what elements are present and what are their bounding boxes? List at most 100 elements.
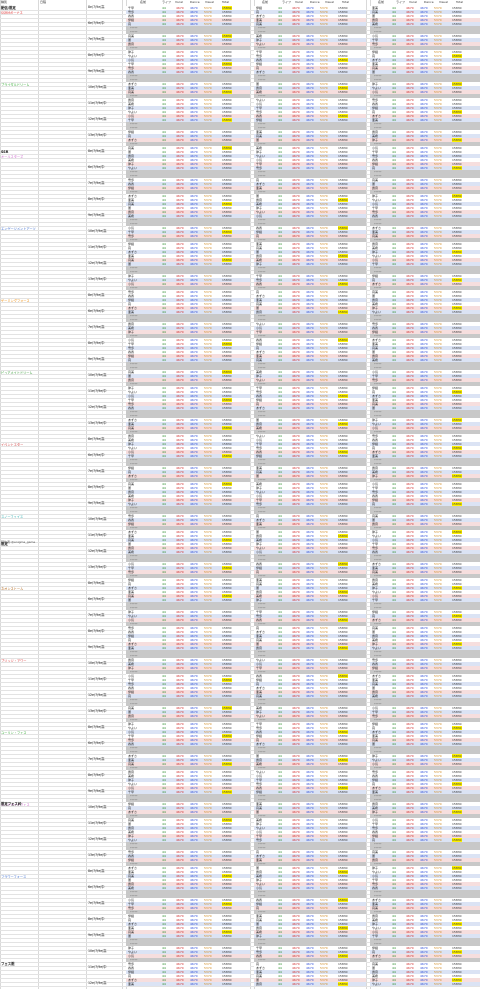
table-row: 小鳥 44 4670 4670 5370 15830 bbox=[370, 90, 480, 94]
schedule-slot: 11e/7/9e/中 bbox=[88, 101, 106, 105]
table-row: 響 44 4670 4670 5370 15830 bbox=[370, 14, 480, 18]
table-cell: 44 bbox=[162, 42, 166, 46]
table-cell: 15830 bbox=[222, 58, 232, 62]
table-cell: 雪歩 bbox=[256, 54, 262, 58]
column-header: 種別 bbox=[1, 1, 7, 4]
schedule-slot: 8e/7/9e/中 bbox=[88, 917, 104, 921]
empty-slot-marker: ***** bbox=[374, 26, 382, 30]
table-row: 貴音 44 4670 4670 5370 15830 bbox=[126, 98, 250, 102]
table-cell: 4670 bbox=[420, 38, 428, 42]
table-row: ***** bbox=[126, 94, 250, 98]
schedule-slot: 11e/7/9e/中 bbox=[88, 533, 106, 537]
table-row: 響 44 4670 4670 5370 15830 bbox=[126, 38, 250, 42]
table-cell: 4670 bbox=[406, 54, 414, 58]
schedule-slot: 11e/7/9e/中 bbox=[88, 389, 106, 393]
table-cell: 44 bbox=[392, 6, 396, 10]
table-row: ***** bbox=[254, 26, 366, 30]
column-header: Vocal bbox=[409, 1, 417, 4]
table-cell: 4670 bbox=[176, 62, 184, 66]
table-cell: 4670 bbox=[306, 58, 314, 62]
table-cell: 5370 bbox=[320, 70, 328, 74]
table-cell: 4670 bbox=[176, 86, 184, 90]
table-row: 雪歩 44 4670 4670 5370 15830 bbox=[370, 98, 480, 102]
column-header: 名前 bbox=[262, 1, 268, 4]
table-cell: 4670 bbox=[190, 50, 198, 54]
empty-slot-marker: ***** bbox=[258, 94, 266, 98]
column-header: Dance bbox=[190, 1, 200, 4]
table-cell: 4670 bbox=[176, 54, 184, 58]
table-cell: 亜美 bbox=[372, 6, 378, 10]
column-header: Vocal bbox=[295, 1, 303, 4]
table-cell: 44 bbox=[162, 98, 166, 102]
table-row: ***** bbox=[254, 30, 366, 34]
table-cell: やよい bbox=[256, 98, 265, 102]
table-row: 千早 44 4670 4670 5370 15830 bbox=[126, 6, 250, 10]
table-cell: 響 bbox=[372, 70, 375, 74]
table-cell: 15830 bbox=[452, 86, 462, 90]
table-cell: 貴音 bbox=[128, 98, 134, 102]
table-cell: 4670 bbox=[292, 86, 300, 90]
schedule-slot: 7e/7/9e/高 bbox=[88, 469, 104, 473]
table-cell: 5370 bbox=[320, 6, 328, 10]
table-cell: 15830 bbox=[338, 98, 348, 102]
table-row: ***** bbox=[370, 46, 480, 50]
schedule-slot: 12e/7/9e/高 bbox=[88, 981, 106, 985]
table-cell: 44 bbox=[278, 14, 282, 18]
column-header: Dance bbox=[424, 1, 434, 4]
schedule-slot: 8e/7/9e/高 bbox=[88, 725, 104, 729]
table-cell: 15830 bbox=[338, 90, 348, 94]
table-cell: 15830 bbox=[222, 70, 232, 74]
table-row: 千早 44 4670 4670 5370 15830 bbox=[370, 38, 480, 42]
table-cell: 4670 bbox=[406, 18, 414, 22]
table-cell: 44 bbox=[162, 58, 166, 62]
schedule-slot: 11e/7/9e/中 bbox=[88, 821, 106, 825]
table-cell: 15830 bbox=[338, 62, 348, 66]
table-cell: 44 bbox=[162, 38, 166, 42]
table-cell: 4670 bbox=[406, 10, 414, 14]
table-cell: 貴音 bbox=[256, 86, 262, 90]
table-cell: 15830 bbox=[222, 6, 232, 10]
table-row: ***** bbox=[370, 26, 480, 30]
schedule-slot: 8e/7/9e/高 bbox=[88, 293, 104, 297]
table-cell: 4670 bbox=[406, 66, 414, 70]
table-cell: 5370 bbox=[204, 58, 212, 62]
table-cell: あずさ bbox=[128, 82, 137, 86]
table-cell: 44 bbox=[278, 62, 282, 66]
table-cell: 44 bbox=[392, 38, 396, 42]
table-cell: 真 bbox=[256, 66, 259, 70]
table-cell: 15830 bbox=[338, 82, 348, 86]
table-row: 雪歩 44 4670 4670 5370 15830 bbox=[126, 10, 250, 14]
table-cell: 5370 bbox=[320, 18, 328, 22]
table-cell: 美希 bbox=[256, 34, 262, 38]
table-cell: 15830 bbox=[338, 42, 348, 46]
table-cell: 4670 bbox=[190, 82, 198, 86]
table-cell: 5370 bbox=[434, 54, 442, 58]
table-cell: 4670 bbox=[292, 6, 300, 10]
table-cell: やよい bbox=[372, 86, 381, 90]
table-cell: 5370 bbox=[204, 18, 212, 22]
table-row: ***** bbox=[254, 74, 366, 78]
schedule-slot: 10e/7/9e/高 bbox=[88, 85, 106, 89]
schedule-slot: 8e/7/9e/高 bbox=[88, 5, 104, 9]
schedule-slot: 8e/7/9e/中 bbox=[88, 629, 104, 633]
table-cell: 4670 bbox=[292, 54, 300, 58]
table-cell: 伊織 bbox=[372, 50, 378, 54]
table-row: 貴音 44 4670 4670 5370 15830 bbox=[126, 42, 250, 46]
table-cell: 4670 bbox=[406, 58, 414, 62]
schedule-slot: 12e/7/9e/高 bbox=[88, 261, 106, 265]
column-header: Visual bbox=[439, 1, 448, 4]
empty-slot-marker: ***** bbox=[374, 46, 382, 50]
empty-slot-marker: ***** bbox=[258, 30, 266, 34]
table-row: 雪歩 44 4670 4670 5370 15830 bbox=[254, 54, 366, 58]
table-cell: 4670 bbox=[406, 6, 414, 10]
schedule-slot: 8e/7/9e/中 bbox=[88, 773, 104, 777]
table-cell: 15830 bbox=[338, 86, 348, 90]
schedule-slot: 13e/7/9e/中 bbox=[88, 277, 106, 281]
table-cell: 5370 bbox=[204, 34, 212, 38]
table-cell: 4670 bbox=[292, 98, 300, 102]
table-cell: 44 bbox=[278, 50, 282, 54]
table-row: あずさ 44 4670 4670 5370 15830 bbox=[126, 82, 250, 86]
table-cell: 4670 bbox=[190, 86, 198, 90]
table-cell: 4670 bbox=[190, 62, 198, 66]
table-cell: 4670 bbox=[176, 22, 184, 26]
